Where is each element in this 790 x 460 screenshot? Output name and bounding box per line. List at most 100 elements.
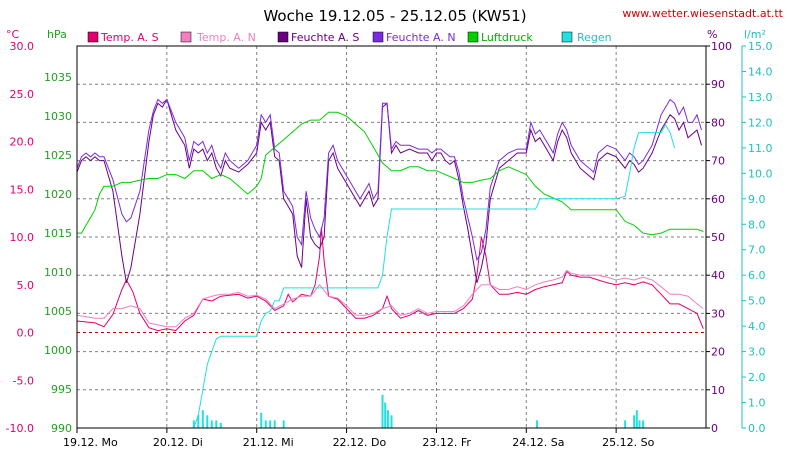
pressure-tick-label: 1000 bbox=[44, 344, 72, 357]
x-tick-label: 23.12. Fr bbox=[422, 436, 471, 449]
legend-swatch-regen bbox=[561, 31, 573, 43]
chart-title: Woche 19.12.05 - 25.12.05 (KW51) bbox=[263, 7, 526, 25]
rain-tick-label: 2.0 bbox=[748, 371, 766, 384]
humidity-tick-label: 60 bbox=[711, 193, 725, 206]
rain-tick-label: 1.0 bbox=[748, 397, 766, 410]
pressure-tick-label: 1010 bbox=[44, 266, 72, 279]
rain-bar bbox=[638, 420, 641, 428]
rain-bar bbox=[642, 420, 645, 428]
x-tick-label: 21.12. Mi bbox=[243, 436, 294, 449]
rain-bar bbox=[201, 410, 204, 428]
legend-label-luftdruck: Luftdruck bbox=[481, 31, 533, 44]
rain-bar bbox=[206, 415, 209, 428]
rain-tick-label: 6.0 bbox=[748, 269, 766, 282]
pressure-tick-label: 1025 bbox=[44, 149, 72, 162]
pressure-tick-label: 1015 bbox=[44, 227, 72, 240]
rain-bar bbox=[192, 420, 195, 428]
series-line-regen-sum bbox=[77, 123, 676, 429]
humidity-tick-label: 20 bbox=[711, 346, 725, 359]
pressure-unit: hPa bbox=[47, 28, 67, 41]
pressure-tick-label: 1020 bbox=[44, 188, 72, 201]
legend-swatch-luftdruck bbox=[467, 31, 479, 43]
rain-bar bbox=[384, 402, 387, 428]
temperature-tick-label: -5.0 bbox=[13, 374, 34, 387]
series-lines bbox=[76, 98, 704, 429]
rain-unit: l/m² bbox=[744, 28, 766, 41]
series-line-luftdruck bbox=[77, 111, 704, 236]
legend-swatch-temp-s bbox=[87, 31, 99, 43]
humidity-tick-label: 90 bbox=[711, 78, 725, 91]
humidity-tick-label: 50 bbox=[711, 231, 725, 244]
legend-item-temp-n: Temp. A. N bbox=[180, 31, 256, 44]
legend-item-feuchte-n: Feuchte A. N bbox=[372, 31, 456, 44]
humidity-unit: % bbox=[707, 28, 717, 41]
site-url: www.wetter.wiesenstadt.at.tt bbox=[622, 7, 783, 20]
pressure-tick-label: 1030 bbox=[44, 110, 72, 123]
series-line-temp-s bbox=[76, 227, 704, 332]
temperature-unit: °C bbox=[6, 28, 20, 41]
rain-tick-label: 12.0 bbox=[748, 116, 773, 129]
humidity-tick-label: 80 bbox=[711, 116, 725, 129]
rain-tick-label: 14.0 bbox=[748, 65, 773, 78]
legend-label-feuchte-s: Feuchte A. S bbox=[291, 31, 359, 44]
rain-bar bbox=[386, 410, 389, 428]
rain-bar bbox=[635, 410, 638, 428]
legend-item-luftdruck: Luftdruck bbox=[467, 31, 533, 44]
temperature-tick-label: 20.0 bbox=[10, 136, 35, 149]
x-tick-label: 24.12. Sa bbox=[512, 436, 564, 449]
rain-bar bbox=[624, 420, 627, 428]
rain-bar bbox=[273, 420, 276, 428]
series-line-feuchte-s bbox=[76, 98, 702, 283]
legend-label-feuchte-n: Feuchte A. N bbox=[386, 31, 456, 44]
rain-tick-label: 7.0 bbox=[748, 244, 766, 257]
x-tick-label: 22.12. Do bbox=[333, 436, 387, 449]
temperature-tick-label: 30.0 bbox=[10, 40, 35, 53]
x-tick-label: 20.12. Di bbox=[153, 436, 203, 449]
series-line-temp-n bbox=[76, 269, 704, 328]
axis-ticks: -10.0 -5.0 0.0 5.0 10.0 15.0 20.0 25.0 30.0 990 99… bbox=[6, 40, 773, 449]
rain-tick-label: 13.0 bbox=[748, 91, 773, 104]
rain-bar bbox=[536, 420, 539, 428]
rain-bar bbox=[390, 415, 393, 428]
rain-tick-label: 5.0 bbox=[748, 295, 766, 308]
rain-tick-label: 11.0 bbox=[748, 142, 773, 155]
rain-tick-label: 0.0 bbox=[748, 422, 766, 435]
rain-bar bbox=[264, 420, 267, 428]
temperature-tick-label: 25.0 bbox=[10, 88, 35, 101]
series-line-feuchte-n bbox=[76, 98, 702, 262]
rain-bar bbox=[215, 420, 218, 428]
rain-bar bbox=[269, 420, 272, 428]
pressure-tick-label: 995 bbox=[51, 383, 72, 396]
rain-tick-label: 10.0 bbox=[748, 167, 773, 180]
legend: Temp. A. S Temp. A. N Feuchte A. S Feuch… bbox=[87, 31, 612, 44]
legend-item-temp-s: Temp. A. S bbox=[87, 31, 159, 44]
rain-bars bbox=[192, 394, 645, 428]
temperature-tick-label: 0.0 bbox=[17, 327, 35, 340]
temperature-tick-label: 5.0 bbox=[17, 279, 35, 292]
rain-tick-label: 15.0 bbox=[748, 40, 773, 53]
humidity-tick-label: 0 bbox=[711, 422, 718, 435]
legend-item-feuchte-s: Feuchte A. S bbox=[277, 31, 359, 44]
humidity-tick-label: 70 bbox=[711, 155, 725, 168]
legend-swatch-temp-n bbox=[180, 31, 192, 43]
rain-bar bbox=[219, 422, 222, 428]
rain-bar bbox=[260, 412, 263, 428]
rain-bar bbox=[282, 420, 285, 428]
temperature-tick-label: -10.0 bbox=[6, 422, 34, 435]
temperature-tick-label: 15.0 bbox=[10, 183, 35, 196]
humidity-tick-label: 30 bbox=[711, 307, 725, 320]
legend-item-regen: Regen bbox=[561, 31, 612, 44]
rain-tick-label: 3.0 bbox=[748, 346, 766, 359]
rain-bar bbox=[633, 415, 636, 428]
legend-swatch-feuchte-s bbox=[277, 31, 289, 43]
rain-bar bbox=[381, 394, 384, 428]
humidity-tick-label: 40 bbox=[711, 269, 725, 282]
legend-label-temp-n: Temp. A. N bbox=[196, 31, 256, 44]
x-tick-label: 25.12. So bbox=[602, 436, 654, 449]
pressure-tick-label: 1005 bbox=[44, 305, 72, 318]
humidity-tick-label: 100 bbox=[711, 40, 732, 53]
rain-tick-label: 9.0 bbox=[748, 193, 766, 206]
legend-label-temp-s: Temp. A. S bbox=[100, 31, 159, 44]
x-tick-label: 19.12. Mo bbox=[63, 436, 118, 449]
